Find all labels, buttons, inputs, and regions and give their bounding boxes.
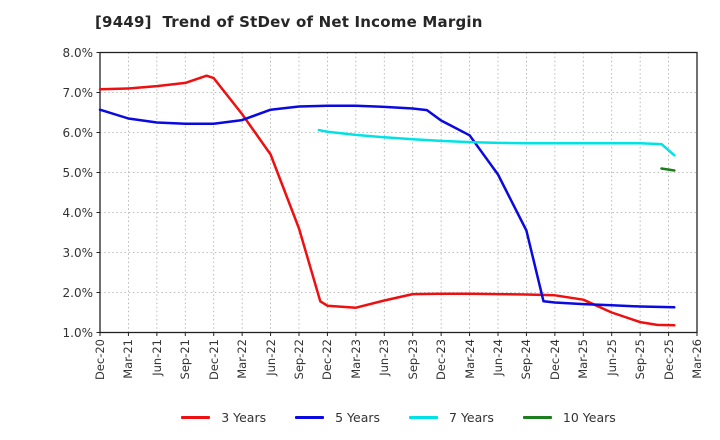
y-tick-label: 5.0% <box>62 165 94 180</box>
plot-border <box>99 51 698 334</box>
legend-line-swatch <box>181 415 211 419</box>
x-tick-label: Jun-23 <box>377 339 392 376</box>
x-tick-label: Dec-24 <box>547 339 562 381</box>
x-tick-label: Mar-22 <box>235 339 250 379</box>
legend-line-swatch <box>295 415 325 419</box>
y-tick-label: 6.0% <box>62 125 94 140</box>
x-tick-label: Mar-21 <box>121 339 136 379</box>
line-7-years <box>317 128 676 157</box>
x-tick-label: Sep-24 <box>519 339 534 380</box>
legend-item-5-years: 5 Years <box>295 410 380 425</box>
legend-label: 7 Years <box>449 409 494 425</box>
chart-title: [9449] Trend of StDev of Net Income Marg… <box>95 13 483 31</box>
legend-line-swatch <box>522 415 552 419</box>
x-tick-label: Mar-25 <box>576 339 591 379</box>
x-tick-label: Dec-21 <box>206 339 221 381</box>
line-10-years <box>660 167 676 172</box>
x-tick-label: Jun-22 <box>263 339 278 376</box>
x-tick-label: Sep-25 <box>633 339 648 380</box>
y-tick-label: 1.0% <box>62 325 94 340</box>
y-tick-label: 8.0% <box>62 45 94 60</box>
line-3-years <box>98 74 676 327</box>
x-tick-label: Jun-25 <box>604 339 619 376</box>
x-tick-label: Dec-25 <box>661 339 676 381</box>
x-tick-label: Mar-26 <box>690 339 704 379</box>
y-tick-label: 3.0% <box>62 245 94 260</box>
x-tick-label: Sep-21 <box>178 339 193 380</box>
legend-item-7-years: 7 Years <box>409 410 494 425</box>
legend-label: 5 Years <box>335 409 381 425</box>
y-tick-label: 2.0% <box>62 285 94 300</box>
y-tick-label: 7.0% <box>62 85 94 100</box>
line-5-years <box>98 104 676 309</box>
x-tick-label: Dec-23 <box>434 339 449 381</box>
legend-item-10-years: 10 Years <box>522 409 616 425</box>
x-tick-label: Dec-20 <box>93 339 107 381</box>
x-tick-label: Dec-22 <box>320 339 335 381</box>
x-tick-label: Jun-21 <box>149 339 164 376</box>
legend-line-swatch <box>409 415 439 419</box>
y-tick-label: 4.0% <box>62 205 94 220</box>
x-tick-label: Mar-24 <box>462 339 477 379</box>
legend-label: 3 Years <box>221 409 267 425</box>
x-tick-label: Sep-22 <box>292 339 306 380</box>
legend-label: 10 Years <box>562 409 616 425</box>
x-tick-label: Mar-23 <box>348 339 363 379</box>
chart-legend: 3 Years 5 Years 7 Years 10 Years <box>100 404 697 430</box>
legend-item-3-years: 3 Years <box>181 410 266 425</box>
x-tick-label: Jun-24 <box>491 339 505 376</box>
x-tick-label: Sep-23 <box>405 339 420 380</box>
